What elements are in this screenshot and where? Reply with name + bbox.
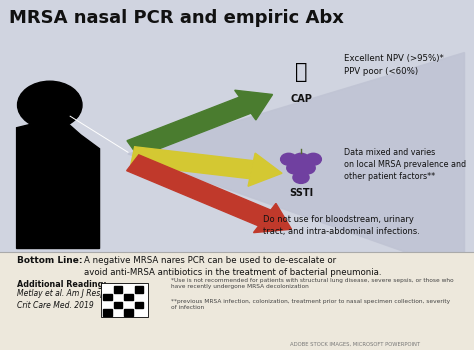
Bar <box>114 286 122 293</box>
Circle shape <box>299 162 315 174</box>
Circle shape <box>18 81 82 129</box>
Text: MRSA nasal PCR and empiric Abx: MRSA nasal PCR and empiric Abx <box>9 9 344 27</box>
Circle shape <box>287 162 303 174</box>
Text: **previous MRSA infection, colonization, treatment prior to nasal specimen colle: **previous MRSA infection, colonization,… <box>171 299 450 310</box>
Bar <box>103 294 112 300</box>
Text: Data mixed and varies
on local MRSA prevalence and
other patient factors**: Data mixed and varies on local MRSA prev… <box>344 148 466 181</box>
Text: Metlay et al. Am J Respir
Crit Care Med. 2019: Metlay et al. Am J Respir Crit Care Med.… <box>17 289 110 309</box>
Text: Do not use for bloodstream, urinary
tract, and intra-abdominal infections.: Do not use for bloodstream, urinary trac… <box>263 215 420 236</box>
Text: ADOBE STOCK IMAGES, MICROSOFT POWERPOINT: ADOBE STOCK IMAGES, MICROSOFT POWERPOINT <box>291 342 420 347</box>
Bar <box>135 302 143 308</box>
Text: CAP: CAP <box>290 94 312 105</box>
Bar <box>124 309 133 316</box>
Text: *Use is not recommended for patients with structural lung disease, severe sepsis: *Use is not recommended for patients wit… <box>171 278 453 289</box>
Circle shape <box>305 153 321 165</box>
Text: SSTI: SSTI <box>289 188 313 198</box>
FancyBboxPatch shape <box>0 252 474 350</box>
Circle shape <box>281 153 297 165</box>
Text: Excellent NPV (>95%)*
PPV poor (<60%): Excellent NPV (>95%)* PPV poor (<60%) <box>344 54 443 76</box>
Polygon shape <box>127 97 251 157</box>
Text: 🫁: 🫁 <box>295 62 307 82</box>
Text: Bottom Line:: Bottom Line: <box>17 256 85 265</box>
Bar <box>114 302 122 308</box>
FancyBboxPatch shape <box>101 283 148 317</box>
Polygon shape <box>254 203 292 233</box>
Circle shape <box>293 153 309 165</box>
Text: A negative MRSA nares PCR can be used to de-escalate or
avoid anti-MRSA antibiot: A negative MRSA nares PCR can be used to… <box>84 256 382 277</box>
Polygon shape <box>235 90 273 120</box>
Polygon shape <box>128 52 465 273</box>
Bar <box>124 294 133 300</box>
Circle shape <box>293 172 309 183</box>
Bar <box>103 309 112 316</box>
Polygon shape <box>17 124 100 248</box>
Bar <box>135 286 143 293</box>
Polygon shape <box>127 155 271 226</box>
Polygon shape <box>131 147 254 178</box>
Polygon shape <box>248 153 282 186</box>
Text: Additional Reading:: Additional Reading: <box>17 280 106 289</box>
